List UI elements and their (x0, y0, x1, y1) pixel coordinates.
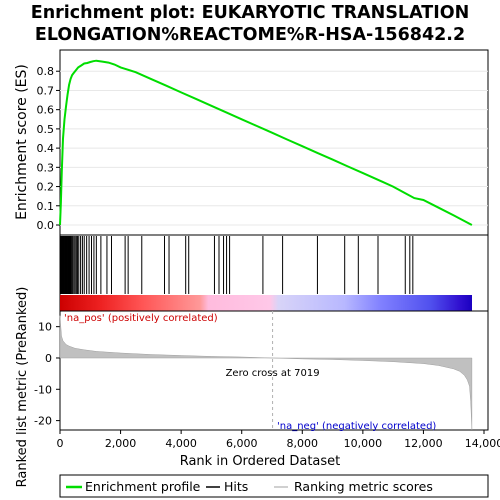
metric-y-tick-label: 10 (38, 321, 52, 334)
es-panel (59, 49, 489, 236)
metric-y-tick-label: -10 (34, 383, 52, 396)
chart-title-line-1: Enrichment plot: EUKARYOTIC TRANSLATION (31, 3, 470, 23)
ranking-metric-area (59, 315, 473, 431)
legend-box (59, 474, 489, 498)
x-axis-label: Rank in Ordered Dataset (180, 454, 341, 469)
metric-y-axis-label: Ranked list metric (PreRanked) (15, 287, 30, 488)
es-y-tick-label: 0.5 (37, 123, 55, 136)
x-tick-label: 6,000 (226, 437, 258, 450)
metric-panel (59, 310, 489, 431)
es-y-ticks: 0.0 0.1 0.2 0.3 0.4 0.5 0.6 0.7 0.8 (37, 65, 60, 232)
es-gridlines (60, 70, 488, 226)
metric-y-tick-label: 0 (45, 352, 52, 365)
es-y-tick-label: 0.4 (37, 142, 55, 155)
hit-marks (60, 236, 414, 294)
positive-correlation-label: 'na_pos' (positively correlated) (64, 313, 218, 324)
x-tick-label: 2,000 (105, 437, 137, 450)
es-y-axis-label: Enrichment score (ES) (14, 64, 30, 220)
es-y-tick-label: 0.3 (37, 161, 55, 174)
es-y-tick-label: 0.2 (37, 181, 55, 194)
ranking-color-band (60, 295, 472, 311)
legend-label-metric: Ranking metric scores (294, 479, 433, 494)
es-y-tick-label: 0.7 (37, 84, 55, 97)
x-tick-label: 4,000 (165, 437, 197, 450)
es-y-tick-label: 0.6 (37, 104, 55, 117)
x-axis-ticks: 0 2,000 4,000 6,000 8,000 10,000 12,000 14,000 (57, 430, 500, 450)
x-tick-label: 8,000 (287, 437, 319, 450)
es-y-tick-label: 0.1 (37, 200, 55, 213)
x-tick-label: 14,000 (465, 437, 500, 450)
x-tick-label: 10,000 (344, 437, 383, 450)
zero-cross-label: Zero cross at 7019 (226, 368, 320, 379)
x-tick-label: 0 (57, 437, 64, 450)
enrichment-profile-line (59, 59, 473, 226)
negative-correlation-label: 'na_neg' (negatively correlated) (277, 421, 436, 432)
metric-y-tick-label: -20 (34, 415, 52, 428)
chart-title-line-2: ELONGATION%REACTOME%R-HSA-156842.2 (35, 25, 465, 45)
metric-y-ticks: 10 0 -10 -20 (34, 321, 60, 428)
es-y-tick-label: 0.8 (37, 65, 55, 78)
es-y-tick-label: 0.0 (37, 219, 55, 232)
legend-label-hits: Hits (224, 479, 248, 494)
legend-label-enrichment: Enrichment profile (85, 479, 201, 494)
x-tick-label: 12,000 (404, 437, 443, 450)
